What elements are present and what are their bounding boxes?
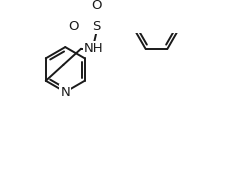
Text: O: O [69, 20, 79, 33]
Text: S: S [92, 20, 100, 33]
Text: NH: NH [84, 42, 104, 55]
Text: O: O [91, 0, 102, 12]
Text: N: N [60, 86, 70, 99]
